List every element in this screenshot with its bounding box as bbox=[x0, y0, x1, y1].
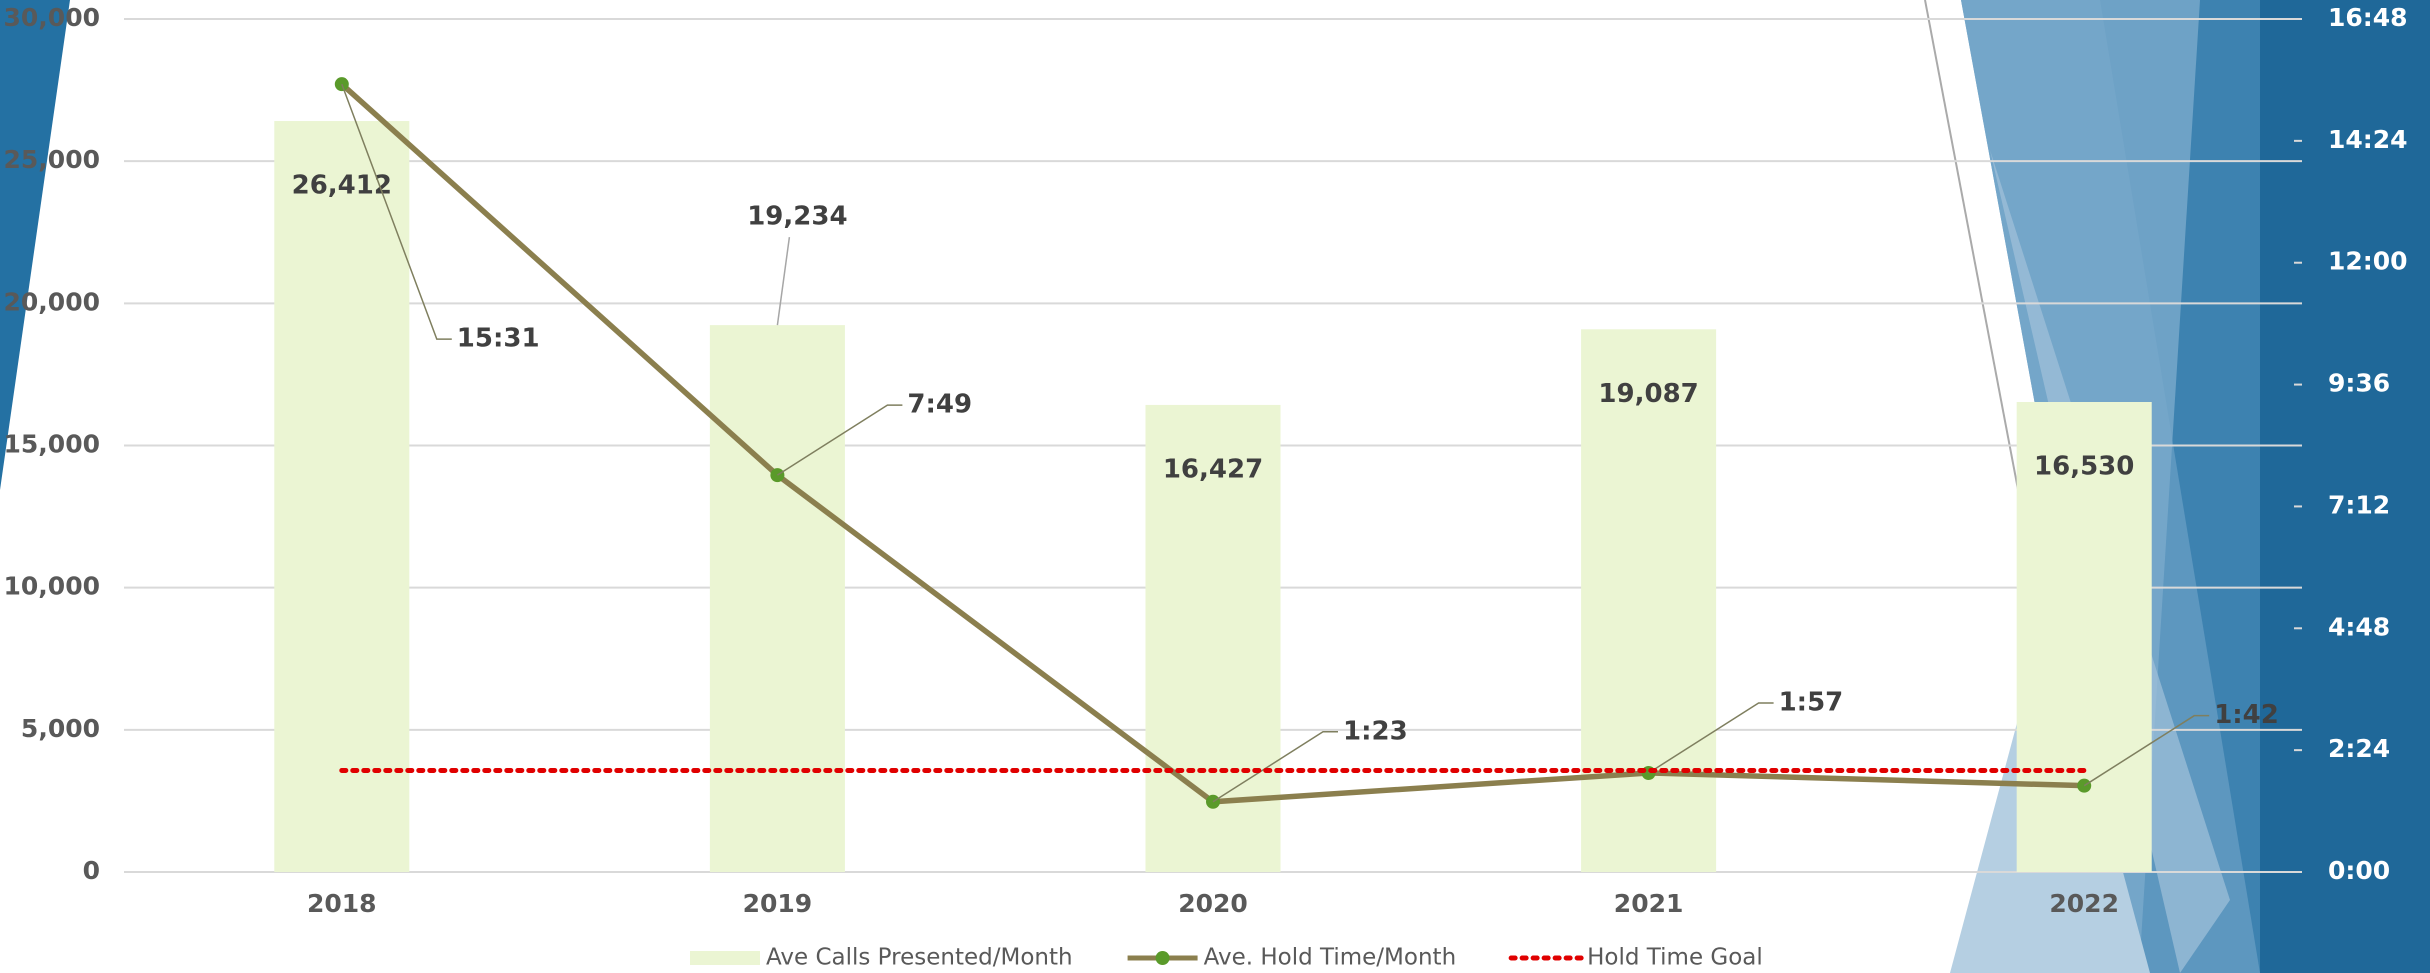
data-label: 1:23 bbox=[1343, 716, 1408, 746]
x-tick-label: 2021 bbox=[1614, 889, 1684, 918]
data-label: 16,530 bbox=[2034, 451, 2134, 481]
bar bbox=[1145, 404, 1281, 872]
x-tick-label: 2022 bbox=[2049, 889, 2119, 918]
data-label: 16,427 bbox=[1163, 454, 1263, 484]
x-tick-label: 2018 bbox=[307, 889, 377, 918]
y2-tick-label: 14:24 bbox=[2328, 125, 2408, 154]
y2-tick-label: 7:12 bbox=[2328, 490, 2390, 519]
leader-line bbox=[776, 237, 791, 326]
y-tick-label: 5,000 bbox=[21, 714, 100, 743]
y2-tick-label: 4:48 bbox=[2328, 612, 2390, 641]
x-tick-label: 2019 bbox=[743, 889, 813, 918]
leader-line bbox=[1212, 731, 1338, 803]
data-label: 19,087 bbox=[1598, 379, 1698, 409]
legend-swatch bbox=[690, 951, 760, 965]
y2-tick-label: 16:48 bbox=[2328, 3, 2408, 32]
bar bbox=[274, 121, 410, 872]
y-tick-label: 20,000 bbox=[4, 287, 100, 316]
leader-line bbox=[341, 83, 452, 340]
y-tick-label: 0 bbox=[83, 856, 100, 885]
y-tick-label: 25,000 bbox=[4, 145, 100, 174]
data-label: 1:57 bbox=[1779, 687, 1844, 717]
y2-tick-label: 9:36 bbox=[2328, 369, 2390, 398]
legend-label: Ave. Hold Time/Month bbox=[1204, 945, 1457, 971]
leader-line bbox=[1648, 702, 1774, 774]
data-label: 15:31 bbox=[457, 324, 540, 354]
legend-label: Ave Calls Presented/Month bbox=[766, 945, 1073, 971]
y2-tick-label: 0:00 bbox=[2328, 856, 2390, 885]
bar bbox=[1581, 329, 1717, 872]
legend-marker bbox=[1155, 951, 1170, 965]
data-label: 19,234 bbox=[747, 202, 847, 232]
bar bbox=[2016, 401, 2152, 872]
data-label: 26,412 bbox=[292, 171, 392, 201]
y-tick-label: 15,000 bbox=[4, 430, 100, 459]
x-tick-label: 2020 bbox=[1178, 889, 1248, 918]
y2-tick-label: 12:00 bbox=[2328, 247, 2408, 276]
y-tick-label: 10,000 bbox=[4, 572, 100, 601]
y2-tick-label: 2:24 bbox=[2328, 734, 2390, 763]
leader-line bbox=[776, 404, 903, 476]
y-tick-label: 30,000 bbox=[4, 3, 100, 32]
data-label: 1:42 bbox=[2214, 700, 2279, 730]
legend-label: Hold Time Goal bbox=[1587, 945, 1763, 971]
data-label: 7:49 bbox=[907, 390, 972, 420]
leader-line bbox=[2083, 714, 2210, 787]
bar bbox=[709, 325, 845, 872]
